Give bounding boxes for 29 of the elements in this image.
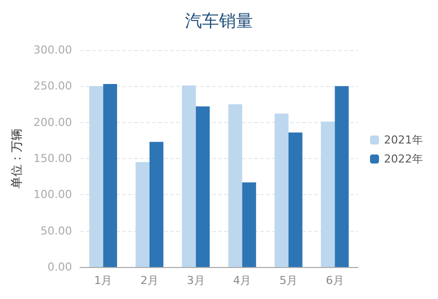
x-tick-label: 6月 xyxy=(326,274,344,287)
bar xyxy=(103,84,118,267)
x-tick-label: 2月 xyxy=(140,274,158,287)
bar xyxy=(182,85,196,267)
x-tick-label: 1月 xyxy=(94,274,112,287)
bar xyxy=(288,132,302,267)
y-tick-label: 150.00 xyxy=(34,152,72,165)
bar xyxy=(320,122,335,267)
y-tick-label: 100.00 xyxy=(34,188,72,202)
bar xyxy=(228,104,242,267)
y-tick-label: 200.00 xyxy=(34,116,72,129)
bar xyxy=(89,86,104,267)
y-tick-label: 300.00 xyxy=(34,44,72,56)
y-tick-label: 250.00 xyxy=(34,80,72,93)
bar xyxy=(334,86,349,267)
bar xyxy=(136,162,150,267)
legend-label: 2021年 xyxy=(384,134,424,146)
chart-title: 汽车销量 xyxy=(185,12,253,32)
bar xyxy=(150,142,164,267)
y-tick-label: 0.00 xyxy=(48,260,72,274)
bar xyxy=(196,106,210,267)
x-tick-label: 5月 xyxy=(280,274,298,287)
x-tick-label: 3月 xyxy=(186,274,205,287)
legend-label: 2022年 xyxy=(384,152,424,166)
y-tick-label: 50.00 xyxy=(40,224,72,238)
y-axis-title: 单位：万辆 xyxy=(10,128,24,188)
x-tick-label: 4月 xyxy=(233,274,252,287)
bar xyxy=(242,182,256,267)
bar xyxy=(274,114,288,267)
